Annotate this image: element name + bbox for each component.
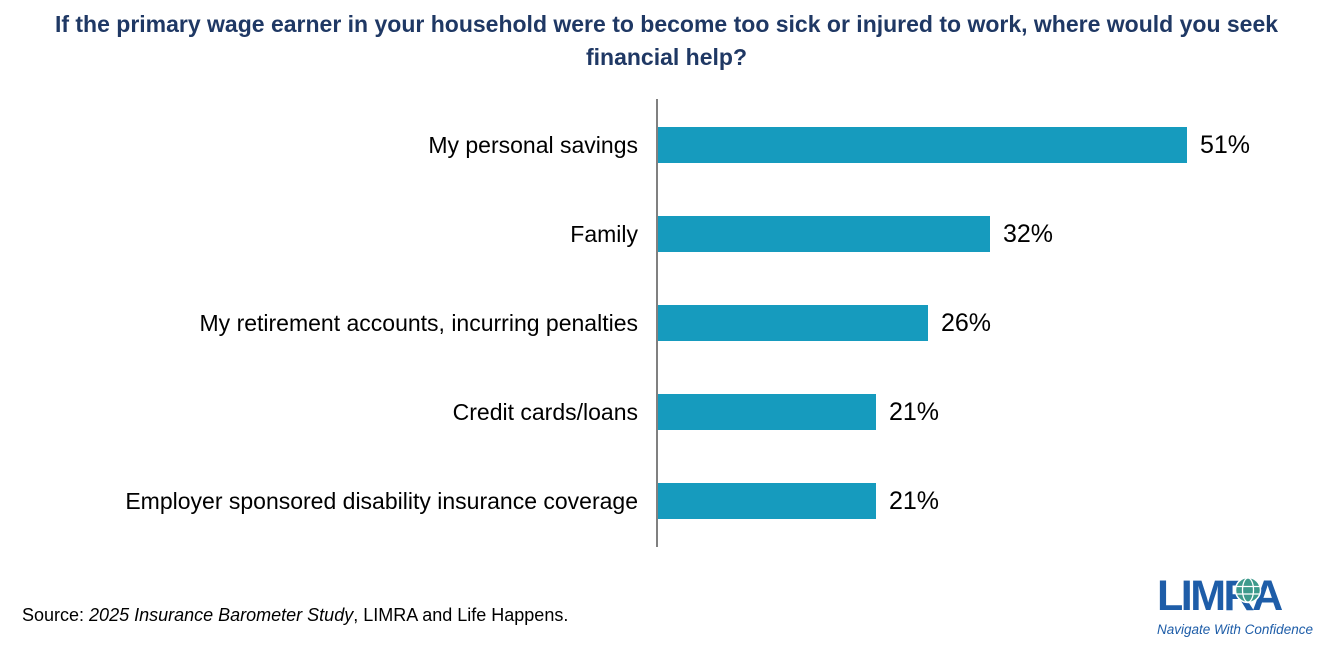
value-label: 21% xyxy=(889,397,940,426)
category-label: Family xyxy=(570,220,638,247)
source-note: Source: 2025 Insurance Barometer Study, … xyxy=(22,605,568,626)
bar xyxy=(658,483,876,519)
globe-icon xyxy=(1234,576,1262,604)
bar-row: Employer sponsored disability insurance … xyxy=(0,483,1333,519)
source-rest: , LIMRA and Life Happens. xyxy=(353,605,569,625)
bar xyxy=(658,216,990,252)
value-label: 21% xyxy=(889,486,940,515)
category-label: Credit cards/loans xyxy=(452,398,638,425)
category-label: My personal savings xyxy=(428,131,638,158)
chart-title: If the primary wage earner in your house… xyxy=(54,11,1279,70)
source-prefix: Source: xyxy=(22,605,90,625)
value-label: 26% xyxy=(941,308,992,337)
category-label: Employer sponsored disability insurance … xyxy=(125,487,638,514)
bar xyxy=(658,305,928,341)
limra-wordmark: LIMRA xyxy=(1157,572,1282,620)
category-axis-line xyxy=(656,99,658,547)
limra-logo: LIMRA Navigate With Confidence xyxy=(1155,572,1315,642)
bar-row: Credit cards/loans 21% xyxy=(0,394,1333,430)
limra-logo-graphic: LIMRA Navigate With Confidence xyxy=(1157,572,1313,637)
bar xyxy=(658,127,1187,163)
value-label: 51% xyxy=(1200,130,1251,159)
category-label: My retirement accounts, incurring penalt… xyxy=(199,309,638,336)
bar-row: Family 32% xyxy=(0,216,1333,252)
logo-tagline: Navigate With Confidence xyxy=(1157,622,1313,637)
bar-row: My retirement accounts, incurring penalt… xyxy=(0,305,1333,341)
source-study-title: 2025 Insurance Barometer Study xyxy=(89,605,354,625)
value-label: 32% xyxy=(1003,219,1054,248)
bar xyxy=(658,394,876,430)
bar-row: My personal savings 51% xyxy=(0,127,1333,163)
